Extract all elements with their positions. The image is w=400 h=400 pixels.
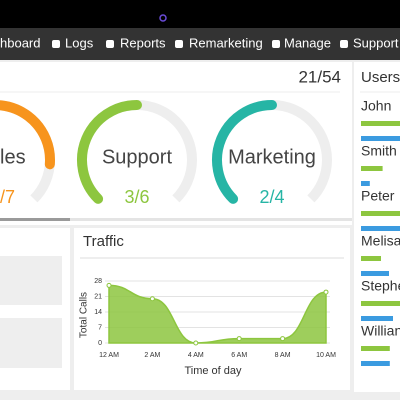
x-tick-label: 4 AM: [188, 352, 204, 359]
user-bar-blue: [361, 136, 400, 141]
nav-bar: [0, 28, 400, 60]
gauge-ratio: /7: [0, 187, 15, 207]
user-bar-green: [361, 346, 390, 351]
nav-icon: [52, 40, 60, 48]
gauge-ratio: 3/6: [124, 187, 149, 207]
user-bar-blue: [361, 181, 370, 186]
nav-item: Reports: [120, 35, 166, 50]
y-tick-label: 0: [98, 340, 102, 347]
point: [193, 340, 199, 346]
nav-item: Manage: [284, 35, 331, 50]
y-axis-label: Total Calls: [79, 292, 90, 338]
user-bar-green: [361, 121, 400, 126]
side-box: [0, 318, 62, 368]
x-tick-label: 2 AM: [144, 352, 160, 359]
traffic-title: Traffic: [83, 233, 124, 250]
progress-fill: [0, 218, 70, 221]
point: [280, 336, 286, 342]
x-tick-label: 8 AM: [275, 352, 291, 359]
gauge-arc: [0, 100, 55, 170]
point: [323, 289, 329, 295]
user-bar-blue: [361, 316, 393, 321]
count: 21/54: [298, 67, 341, 86]
user-bar-green: [361, 211, 400, 216]
y-tick-label: 14: [94, 309, 102, 316]
point: [106, 282, 112, 288]
nav-item: hboard: [0, 35, 40, 50]
y-tick-label: 28: [94, 278, 102, 285]
gauge-arc: [212, 100, 277, 204]
gauge-name: Support: [102, 146, 172, 168]
nav-icon: [272, 40, 280, 48]
user-name: John: [361, 98, 391, 114]
user-bar-green: [361, 166, 383, 171]
nav-icon: [340, 40, 348, 48]
top-icon: [159, 14, 167, 22]
user-name: Stephe: [361, 278, 400, 294]
user-name: Peter: [361, 188, 395, 204]
user-bar-blue: [361, 271, 389, 276]
y-tick-label: 7: [98, 324, 102, 331]
gauge-name: les: [0, 146, 26, 168]
x-tick-label: 10 AM: [316, 352, 336, 359]
gauge-name: Marketing: [228, 146, 316, 168]
nav-item: Support: [353, 35, 399, 50]
user-name: Smith: [361, 143, 397, 159]
gauge-ratio: 2/4: [259, 187, 284, 207]
y-tick-label: 21: [94, 293, 102, 300]
side-box: [0, 256, 62, 305]
user-name: Melisa: [361, 233, 400, 249]
nav-item: Remarketing: [189, 35, 263, 50]
progress-track: [0, 218, 352, 221]
top-bar: [0, 0, 400, 28]
nav-icon: [175, 40, 183, 48]
x-axis-label: Time of day: [184, 365, 242, 377]
x-tick-label: 6 AM: [231, 352, 247, 359]
gauge-arc: [77, 100, 142, 204]
nav-icon: [106, 40, 114, 48]
x-tick-label: 12 AM: [99, 352, 119, 359]
user-bar-blue: [361, 226, 400, 231]
point: [236, 336, 242, 342]
user-bar-green: [361, 301, 400, 306]
point: [149, 296, 155, 302]
nav-item: Logs: [65, 35, 94, 50]
user-name: Willian: [361, 323, 400, 339]
user-bar-green: [361, 256, 381, 261]
user-bar-blue: [361, 361, 390, 366]
users-title: Users: [361, 69, 400, 86]
